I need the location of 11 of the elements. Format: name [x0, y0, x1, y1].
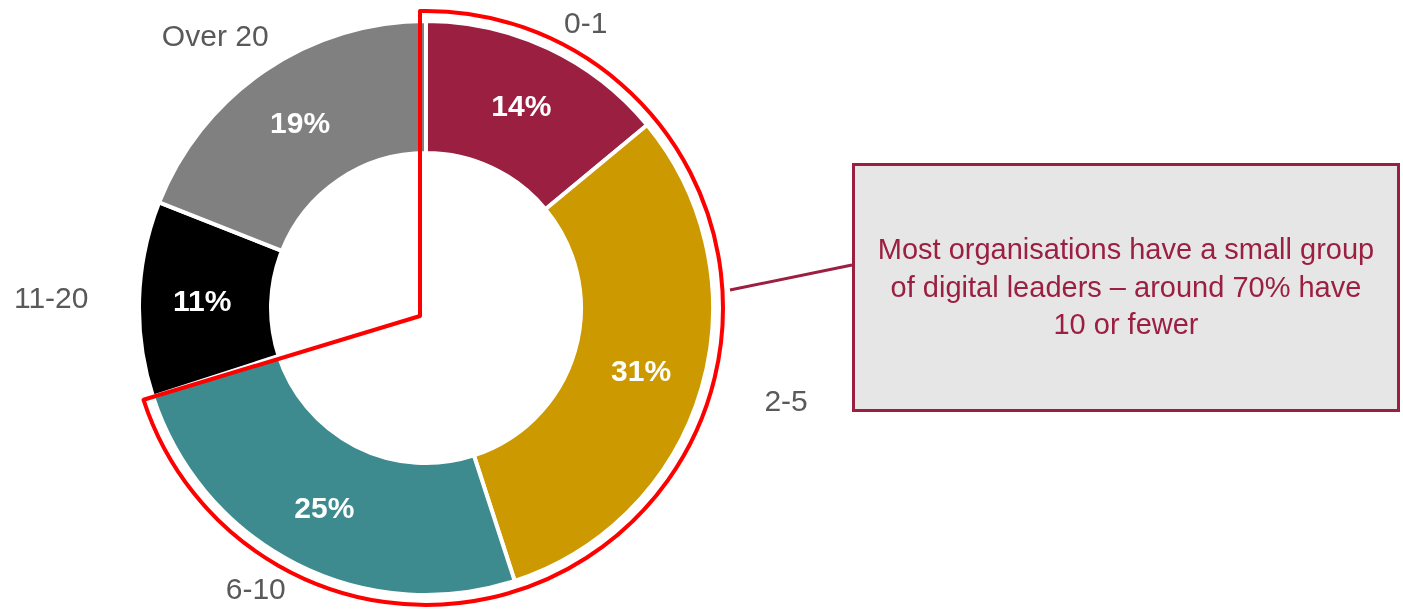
data-label: 19%	[270, 106, 331, 140]
slice-label: Over 20	[161, 18, 269, 52]
slice-label: 6-10	[225, 571, 286, 605]
data-label: 31%	[611, 353, 672, 387]
slice-label: 0-1	[563, 5, 608, 39]
callout-box: Most organisations have a small group of digital leaders – around 70% have 10 or fewer	[852, 163, 1400, 412]
data-label: 11%	[172, 284, 232, 318]
slice-label: 11-20	[13, 281, 89, 315]
data-label: 14%	[491, 88, 552, 122]
slice-label: 2-5	[764, 383, 808, 417]
data-label: 25%	[294, 491, 355, 525]
